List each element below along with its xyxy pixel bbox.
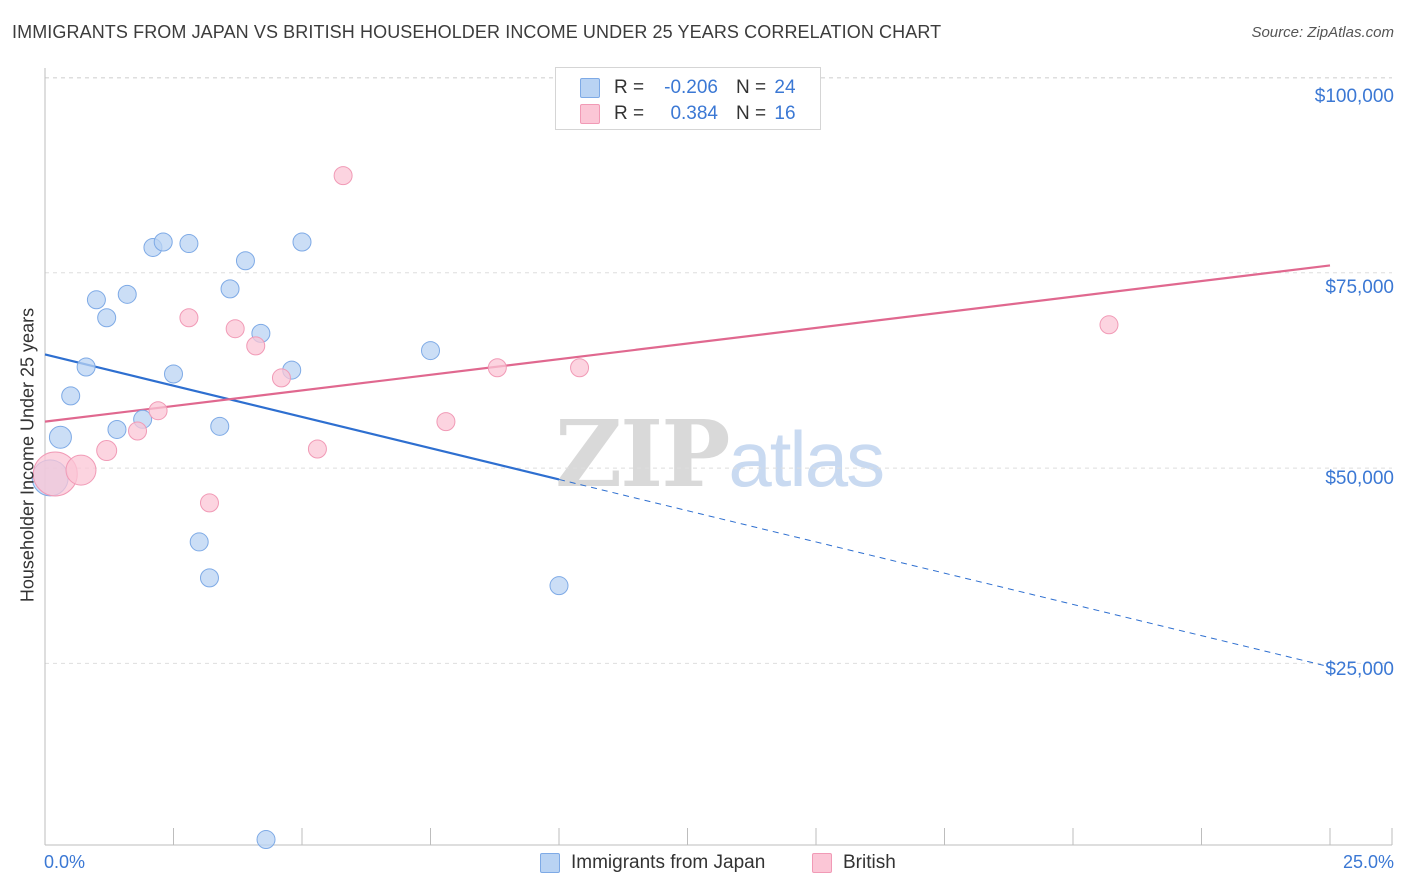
trend-line-japan	[44, 353, 560, 481]
british-point	[487, 358, 507, 378]
axes	[44, 68, 1393, 846]
legend-n-value: 24	[774, 77, 796, 98]
british-point	[436, 412, 456, 432]
legend-n-label: N =	[736, 103, 767, 124]
japan-point	[76, 357, 96, 377]
japan-point	[97, 308, 117, 328]
japan-point	[235, 251, 255, 271]
japan-point	[292, 232, 312, 252]
british-point	[246, 336, 266, 356]
japan-point	[256, 830, 276, 850]
british-point	[128, 421, 148, 441]
y-tick-label: $50,000	[1325, 468, 1394, 489]
japan-point	[199, 568, 219, 588]
legend-r-label: R =	[614, 77, 645, 98]
legend-n-value: 16	[774, 103, 796, 124]
japan-point	[164, 364, 183, 384]
trend-line-extension-japan	[558, 478, 1331, 668]
bottom-legend-label-british: British	[843, 852, 896, 873]
japan-point	[210, 416, 230, 436]
bottom-legend-japan[interactable]: Immigrants from Japan	[540, 852, 790, 876]
japan-point	[86, 290, 106, 310]
japan-point	[61, 386, 81, 406]
source-label: Source: ZipAtlas.com	[1251, 24, 1394, 41]
british-point	[179, 308, 199, 328]
watermark: ZIPatlas	[555, 400, 885, 508]
watermark-zip: ZIP	[555, 400, 730, 508]
x-tick-max: 25.0%	[1342, 852, 1394, 872]
british-point	[148, 401, 168, 421]
british-point	[96, 440, 118, 462]
japan-point	[220, 279, 240, 299]
bottom-legend-label-japan: Immigrants from Japan	[571, 852, 766, 873]
japan-point	[153, 232, 173, 252]
chart-title: IMMIGRANTS FROM JAPAN VS BRITISH HOUSEHO…	[12, 22, 942, 42]
grid-lines	[45, 77, 1392, 664]
legend-r-label: R =	[614, 103, 645, 124]
japan-point	[549, 576, 569, 596]
trend-line-british	[44, 264, 1331, 423]
y-tick-label: $75,000	[1325, 277, 1394, 298]
data-points	[31, 166, 1119, 850]
legend-row-japan: R = -0.206 N = 24	[556, 75, 820, 101]
y-tick-label: $25,000	[1325, 659, 1394, 680]
bottom-legend-swatch-japan	[540, 853, 560, 873]
british-point	[225, 319, 245, 339]
bottom-legend-british[interactable]: British	[812, 852, 912, 876]
legend-swatch-japan	[580, 78, 600, 98]
watermark-atlas: atlas	[728, 415, 885, 503]
bottom-legend-swatch-british	[812, 853, 832, 873]
british-point	[65, 454, 97, 486]
japan-point	[48, 425, 72, 449]
legend-r-value: 0.384	[670, 103, 718, 124]
trend-lines	[44, 264, 1331, 668]
british-point	[199, 493, 219, 513]
british-point	[307, 439, 327, 459]
japan-point	[117, 284, 137, 304]
british-point	[271, 368, 291, 388]
legend-swatch-british	[580, 104, 600, 124]
japan-point	[189, 532, 209, 552]
japan-point	[421, 341, 440, 361]
y-tick-label: $100,000	[1314, 86, 1394, 107]
correlation-legend: R = -0.206 N = 24 R = 0.384 N = 16	[555, 67, 821, 130]
japan-point	[107, 419, 127, 439]
legend-n-label: N =	[736, 77, 767, 98]
legend-r-value: -0.206	[664, 77, 718, 98]
y-axis-label: Householder Income Under 25 years	[17, 307, 38, 603]
british-point	[570, 358, 590, 378]
japan-point	[179, 234, 199, 254]
x-tick-min: 0.0%	[44, 852, 86, 872]
british-point	[333, 166, 353, 186]
british-point	[1099, 315, 1119, 335]
legend-row-british: R = 0.384 N = 16	[556, 101, 820, 127]
